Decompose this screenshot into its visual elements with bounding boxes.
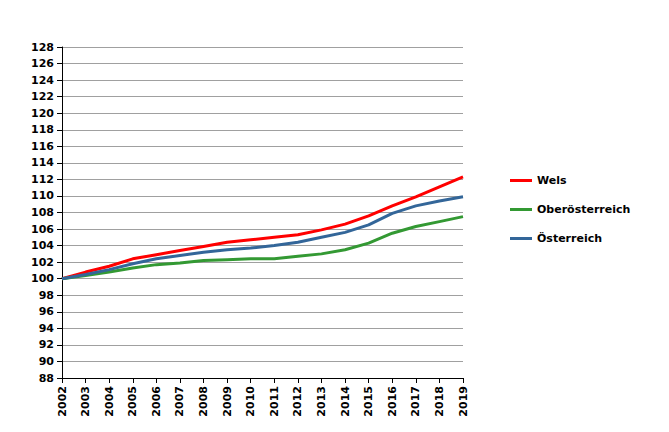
svg-text:102: 102 bbox=[31, 256, 54, 269]
svg-text:104: 104 bbox=[31, 239, 54, 252]
svg-text:122: 122 bbox=[31, 90, 54, 103]
svg-text:128: 128 bbox=[31, 41, 54, 54]
svg-text:120: 120 bbox=[31, 107, 54, 120]
svg-text:94: 94 bbox=[39, 322, 55, 335]
svg-text:2010: 2010 bbox=[244, 386, 257, 417]
svg-text:96: 96 bbox=[39, 305, 55, 318]
svg-text:2008: 2008 bbox=[197, 386, 210, 417]
svg-text:90: 90 bbox=[39, 355, 55, 368]
svg-text:2009: 2009 bbox=[221, 386, 234, 417]
svg-text:2005: 2005 bbox=[126, 386, 139, 417]
svg-text:118: 118 bbox=[31, 123, 54, 136]
svg-text:88: 88 bbox=[39, 372, 54, 385]
svg-text:2011: 2011 bbox=[268, 386, 281, 417]
svg-text:2018: 2018 bbox=[433, 386, 446, 417]
svg-text:100: 100 bbox=[31, 272, 54, 285]
svg-text:106: 106 bbox=[31, 223, 54, 236]
svg-text:2019: 2019 bbox=[457, 386, 470, 417]
svg-text:116: 116 bbox=[31, 140, 54, 153]
svg-text:124: 124 bbox=[31, 74, 54, 87]
svg-text:2002: 2002 bbox=[56, 386, 69, 417]
svg-text:110: 110 bbox=[31, 189, 54, 202]
svg-text:2012: 2012 bbox=[291, 386, 304, 417]
svg-text:92: 92 bbox=[39, 338, 54, 351]
svg-text:2013: 2013 bbox=[315, 386, 328, 417]
svg-text:2006: 2006 bbox=[150, 386, 163, 417]
svg-text:108: 108 bbox=[31, 206, 54, 219]
svg-text:2007: 2007 bbox=[173, 386, 186, 417]
svg-text:Oberösterreich: Oberösterreich bbox=[537, 203, 630, 216]
svg-text:2014: 2014 bbox=[339, 386, 352, 417]
svg-text:2016: 2016 bbox=[386, 386, 399, 417]
svg-text:2003: 2003 bbox=[79, 386, 92, 417]
svg-text:114: 114 bbox=[31, 156, 54, 169]
svg-text:2015: 2015 bbox=[362, 386, 375, 417]
svg-text:2004: 2004 bbox=[103, 386, 116, 417]
svg-text:Wels: Wels bbox=[537, 174, 567, 187]
svg-text:112: 112 bbox=[31, 173, 54, 186]
svg-text:2017: 2017 bbox=[409, 386, 422, 417]
svg-text:Österreich: Österreich bbox=[537, 231, 602, 245]
svg-text:126: 126 bbox=[31, 57, 54, 70]
svg-text:98: 98 bbox=[39, 289, 54, 302]
